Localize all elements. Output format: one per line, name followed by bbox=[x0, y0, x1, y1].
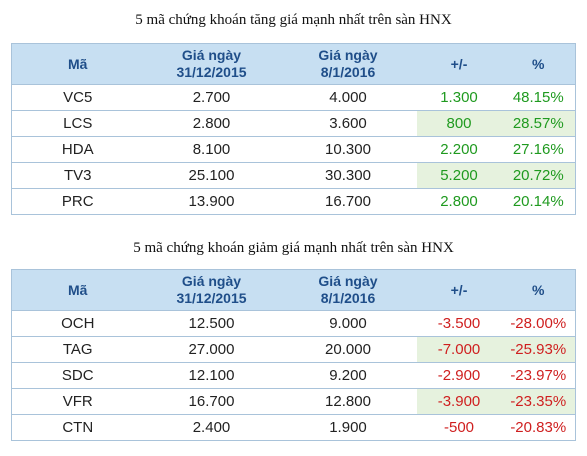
losers-title: 5 mã chứng khoán giảm giá mạnh nhất trên… bbox=[133, 240, 454, 256]
table-row: TAG 27.000 20.000 -7.000 -25.93% bbox=[11, 336, 576, 363]
cell-code: VC5 bbox=[11, 84, 144, 111]
cell-price-start: 2.700 bbox=[143, 84, 280, 111]
table-row: LCS 2.800 3.600 800 28.57% bbox=[11, 110, 576, 137]
table-row: CTN 2.400 1.900 -500 -20.83% bbox=[11, 414, 576, 441]
gainers-title: 5 mã chứng khoán tăng giá mạnh nhất trên… bbox=[135, 12, 452, 28]
cell-price-end: 20.000 bbox=[279, 336, 417, 363]
cell-percent: -23.97% bbox=[501, 362, 576, 389]
header-price-start: Giá ngày 31/12/2015 bbox=[143, 269, 280, 311]
table-row: SDC 12.100 9.200 -2.900 -23.97% bbox=[11, 362, 576, 389]
cell-price-end: 30.300 bbox=[279, 162, 417, 189]
gainers-header-row: Mã Giá ngày 31/12/2015 Giá ngày 8/1/2016 +… bbox=[11, 43, 576, 85]
cell-price-start: 16.700 bbox=[143, 388, 280, 415]
table-row: PRC 13.900 16.700 2.800 20.14% bbox=[11, 188, 576, 215]
table-row: TV3 25.100 30.300 5.200 20.72% bbox=[11, 162, 576, 189]
header-change: +/- bbox=[416, 43, 502, 85]
cell-change: 2.800 bbox=[416, 188, 502, 215]
gainers-table: Mã Giá ngày 31/12/2015 Giá ngày 8/1/2016 +… bbox=[11, 43, 576, 215]
cell-percent: 48.15% bbox=[501, 84, 576, 111]
cell-percent: -25.93% bbox=[501, 336, 576, 363]
cell-code: OCH bbox=[11, 310, 144, 337]
header-price-end: Giá ngày 8/1/2016 bbox=[279, 43, 417, 85]
cell-change: -3.500 bbox=[416, 310, 502, 337]
cell-percent: -23.35% bbox=[501, 388, 576, 415]
cell-code: HDA bbox=[11, 136, 144, 163]
header-price-start: Giá ngày 31/12/2015 bbox=[143, 43, 280, 85]
cell-code: LCS bbox=[11, 110, 144, 137]
cell-change: 800 bbox=[416, 110, 502, 137]
cell-price-end: 12.800 bbox=[279, 388, 417, 415]
cell-price-end: 3.600 bbox=[279, 110, 417, 137]
cell-change: 2.200 bbox=[416, 136, 502, 163]
cell-percent: 20.14% bbox=[501, 188, 576, 215]
cell-change: -2.900 bbox=[416, 362, 502, 389]
header-percent: % bbox=[501, 269, 576, 311]
cell-code: PRC bbox=[11, 188, 144, 215]
cell-change: -3.900 bbox=[416, 388, 502, 415]
header-code: Mã bbox=[11, 269, 144, 311]
cell-code: CTN bbox=[11, 414, 144, 441]
table-row: HDA 8.100 10.300 2.200 27.16% bbox=[11, 136, 576, 163]
cell-price-end: 4.000 bbox=[279, 84, 417, 111]
header-percent: % bbox=[501, 43, 576, 85]
cell-percent: 20.72% bbox=[501, 162, 576, 189]
header-change: +/- bbox=[416, 269, 502, 311]
cell-change: -500 bbox=[416, 414, 502, 441]
cell-price-end: 9.000 bbox=[279, 310, 417, 337]
header-code: Mã bbox=[11, 43, 144, 85]
cell-change: 5.200 bbox=[416, 162, 502, 189]
cell-change: -7.000 bbox=[416, 336, 502, 363]
cell-price-start: 12.500 bbox=[143, 310, 280, 337]
cell-price-start: 13.900 bbox=[143, 188, 280, 215]
losers-header-row: Mã Giá ngày 31/12/2015 Giá ngày 8/1/2016 +… bbox=[11, 269, 576, 311]
cell-price-start: 2.800 bbox=[143, 110, 280, 137]
cell-code: TAG bbox=[11, 336, 144, 363]
losers-table: Mã Giá ngày 31/12/2015 Giá ngày 8/1/2016 +… bbox=[11, 269, 576, 441]
cell-price-end: 16.700 bbox=[279, 188, 417, 215]
cell-price-end: 1.900 bbox=[279, 414, 417, 441]
cell-price-end: 10.300 bbox=[279, 136, 417, 163]
cell-price-start: 12.100 bbox=[143, 362, 280, 389]
table-row: OCH 12.500 9.000 -3.500 -28.00% bbox=[11, 310, 576, 337]
cell-percent: 28.57% bbox=[501, 110, 576, 137]
table-row: VC5 2.700 4.000 1.300 48.15% bbox=[11, 84, 576, 111]
cell-percent: -28.00% bbox=[501, 310, 576, 337]
cell-price-end: 9.200 bbox=[279, 362, 417, 389]
cell-price-start: 27.000 bbox=[143, 336, 280, 363]
table-row: VFR 16.700 12.800 -3.900 -23.35% bbox=[11, 388, 576, 415]
cell-code: VFR bbox=[11, 388, 144, 415]
cell-price-start: 8.100 bbox=[143, 136, 280, 163]
cell-change: 1.300 bbox=[416, 84, 502, 111]
header-price-end: Giá ngày 8/1/2016 bbox=[279, 269, 417, 311]
cell-percent: -20.83% bbox=[501, 414, 576, 441]
cell-price-start: 25.100 bbox=[143, 162, 280, 189]
cell-percent: 27.16% bbox=[501, 136, 576, 163]
cell-price-start: 2.400 bbox=[143, 414, 280, 441]
cell-code: SDC bbox=[11, 362, 144, 389]
cell-code: TV3 bbox=[11, 162, 144, 189]
